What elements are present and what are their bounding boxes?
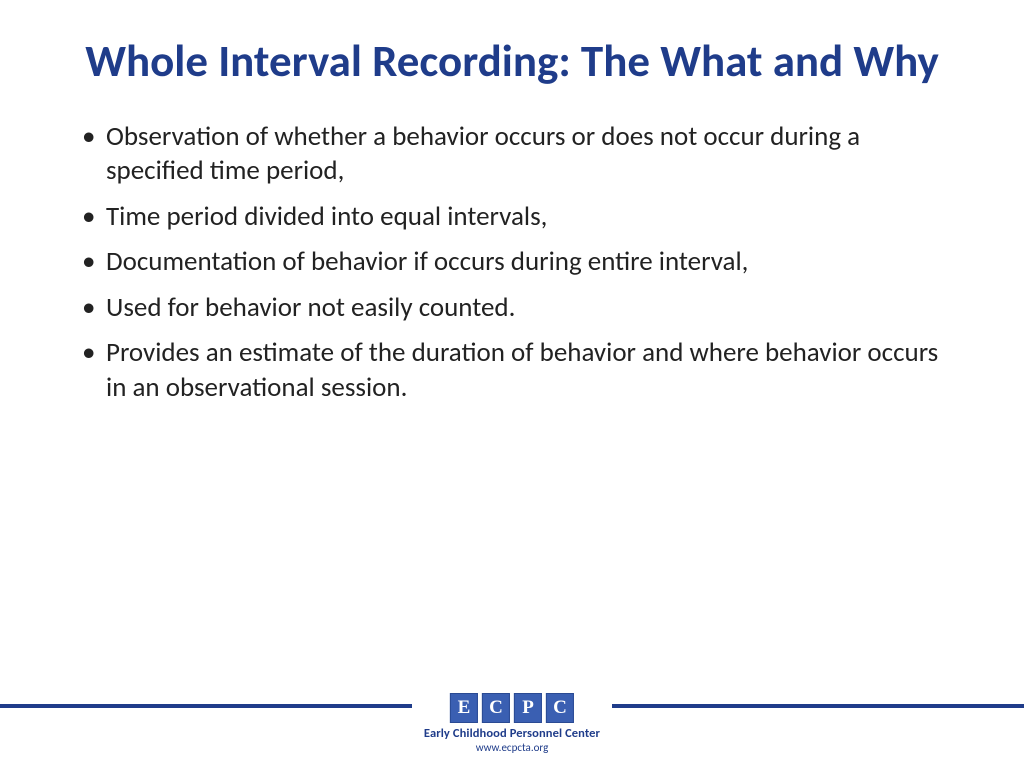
- logo-letter-c: C: [482, 693, 510, 723]
- logo-url: www.ecpcta.org: [424, 741, 600, 754]
- slide-body: Observation of whether a behavior occurs…: [0, 88, 1024, 406]
- bullet-list: Observation of whether a behavior occurs…: [82, 120, 942, 406]
- logo-letter-c2: C: [546, 693, 574, 723]
- logo-boxes: E C P C: [424, 693, 600, 723]
- slide-title: Whole Interval Recording: The What and W…: [0, 0, 1024, 88]
- bullet-item: Documentation of behavior if occurs duri…: [82, 245, 942, 280]
- bullet-item: Provides an estimate of the duration of …: [82, 336, 942, 405]
- slide: Whole Interval Recording: The What and W…: [0, 0, 1024, 768]
- logo-letter-p: P: [514, 693, 542, 723]
- logo-caption: Early Childhood Personnel Center: [424, 726, 600, 741]
- logo-letter-e: E: [450, 693, 478, 723]
- bullet-item: Used for behavior not easily counted.: [82, 291, 942, 326]
- bullet-item: Observation of whether a behavior occurs…: [82, 120, 942, 189]
- footer-logo: E C P C Early Childhood Personnel Center…: [424, 693, 600, 754]
- bullet-item: Time period divided into equal intervals…: [82, 200, 942, 235]
